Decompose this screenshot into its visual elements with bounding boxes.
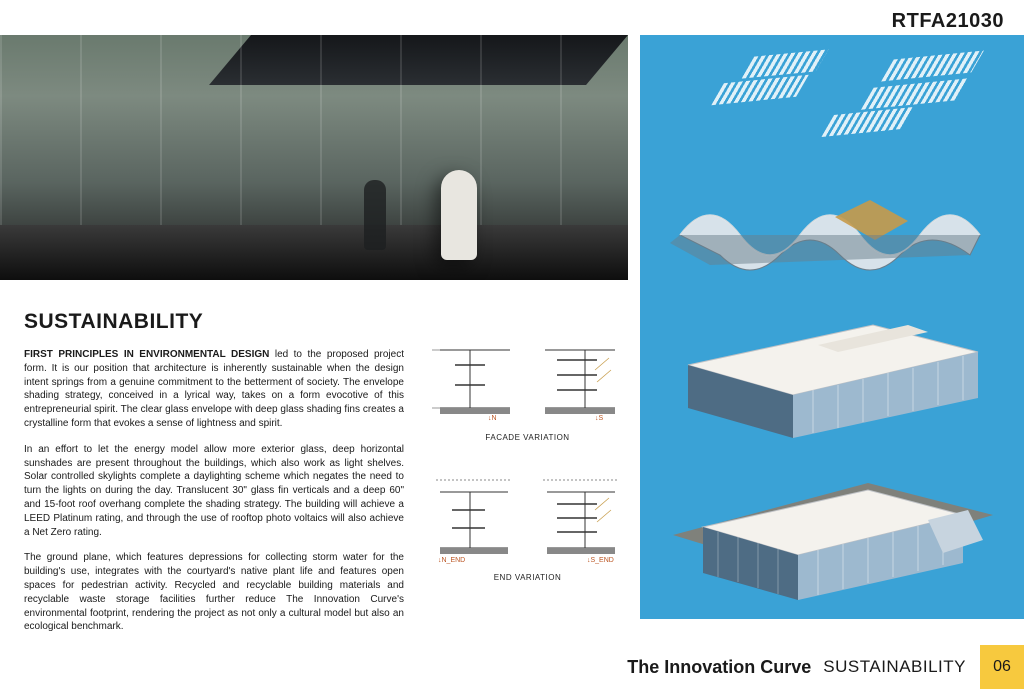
facade-caption: FACADE VARIATION — [430, 433, 625, 442]
footer-section-name: SUSTAINABILITY — [823, 657, 966, 677]
hero-rendering — [0, 35, 628, 280]
section-title: SUSTAINABILITY — [24, 310, 404, 334]
footer-project-name: The Innovation Curve — [627, 657, 811, 678]
page-number: 06 — [980, 645, 1024, 689]
paragraph-2: In an effort to let the energy model all… — [24, 443, 404, 540]
hero-figure-person — [364, 180, 386, 250]
label-n-end: ↓N_END — [438, 557, 465, 564]
facade-section-south: ↓S — [537, 330, 625, 425]
solar-panel-array — [750, 53, 990, 143]
label-n: ↓N — [488, 415, 497, 422]
hero-figure-astronaut — [441, 170, 477, 260]
label-s-end: ↓S_END — [587, 557, 614, 564]
end-variation-pair: ↓N_END ↓S_END — [430, 470, 625, 565]
end-caption: END VARIATION — [430, 573, 625, 582]
text-column: SUSTAINABILITY FIRST PRINCIPLES IN ENVIR… — [24, 310, 404, 646]
paragraph-1-rest: led to the proposed project form. It is … — [24, 349, 404, 429]
hero-floor — [0, 225, 628, 280]
label-s: ↓S — [595, 415, 604, 422]
footer-bar: The Innovation Curve SUSTAINABILITY 06 — [0, 645, 1024, 689]
paragraph-1-lead: FIRST PRINCIPLES IN ENVIRONMENTAL DESIGN — [24, 349, 269, 360]
project-code: RTFA21030 — [892, 10, 1004, 33]
end-section-south: ↓S_END — [537, 470, 625, 565]
paragraph-3: The ground plane, which features depress… — [24, 551, 404, 634]
facade-variation-pair: ↓N ↓S — [430, 330, 625, 425]
section-diagrams: ↓N ↓S FACADE VARIATION — [430, 330, 625, 640]
paragraph-1: FIRST PRINCIPLES IN ENVIRONMENTAL DESIGN… — [24, 348, 404, 431]
wave-roof-iso — [670, 165, 990, 275]
exploded-iso-panel — [640, 35, 1024, 619]
building-iso-upper — [668, 310, 996, 440]
building-iso-ground — [668, 465, 996, 595]
facade-section-north: ↓N — [430, 330, 518, 425]
end-section-north: ↓N_END — [430, 470, 518, 565]
